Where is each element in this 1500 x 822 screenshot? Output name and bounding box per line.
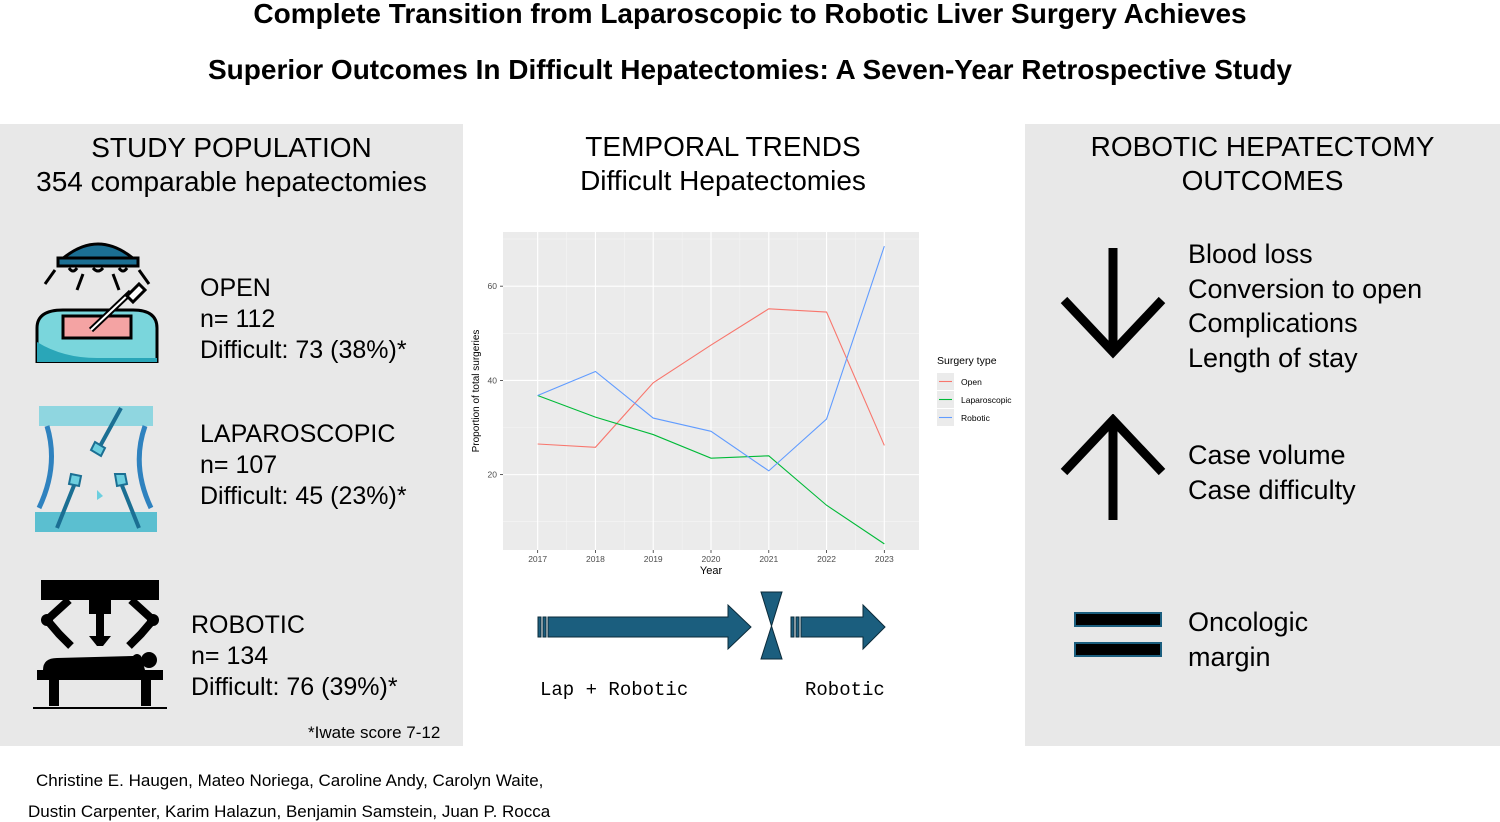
y-tick-label: 60 bbox=[488, 281, 498, 291]
title-line-1: Complete Transition from Laparoscopic to… bbox=[253, 0, 1247, 29]
legend-label-laparoscopic: Laparoscopic bbox=[961, 395, 1012, 405]
outcome-oncologic: Oncologic bbox=[1188, 607, 1309, 637]
phase-robotic-label: Robotic bbox=[805, 679, 885, 701]
increased-outcomes: Case volume Case difficulty bbox=[1188, 438, 1356, 507]
laparoscopic-difficult: Difficult: 45 (23%)* bbox=[200, 482, 407, 510]
open-count: n= 112 bbox=[200, 305, 276, 333]
study-population-heading: STUDY POPULATION bbox=[91, 132, 372, 163]
series-line-open bbox=[537, 308, 885, 448]
x-tick-label: 2017 bbox=[528, 554, 547, 564]
chart-legend: Surgery type Open Laparoscopic Robotic bbox=[937, 355, 1012, 426]
robotic-label: ROBOTIC bbox=[191, 611, 305, 639]
outcome-complications: Complications bbox=[1188, 308, 1358, 338]
x-axis-title: Year bbox=[700, 565, 723, 577]
open-surgery-icon bbox=[35, 242, 159, 363]
up-arrow-icon bbox=[1060, 414, 1166, 520]
laparoscopic-label: LAPAROSCOPIC bbox=[200, 420, 396, 448]
series-line-robotic bbox=[537, 245, 885, 472]
outcome-conversion: Conversion to open bbox=[1188, 273, 1423, 304]
chart-series-lines bbox=[537, 245, 885, 545]
legend-title: Surgery type bbox=[937, 355, 997, 367]
iwate-footnote: *Iwate score 7-12 bbox=[308, 723, 441, 742]
equal-outcomes: Oncologic margin bbox=[1188, 605, 1308, 674]
chart-axes: 20 40 60 2017 2018 2019 2020 2021 2022 2023 bbox=[488, 281, 895, 564]
chart-gridlines bbox=[503, 232, 919, 550]
laparoscopic-surgery-icon bbox=[35, 406, 157, 532]
outcome-blood-loss: Blood loss bbox=[1188, 239, 1313, 269]
title-line-2: Superior Outcomes In Difficult Hepatecto… bbox=[208, 54, 1292, 85]
authors-line-2: Dustin Carpenter, Karim Halazun, Benjami… bbox=[28, 802, 551, 821]
equals-icon bbox=[1074, 612, 1162, 657]
y-axis-title: Proportion of total surgeries bbox=[471, 330, 482, 453]
authors-line-1: Christine E. Haugen, Mateo Noriega, Caro… bbox=[36, 771, 544, 790]
laparoscopic-count: n= 107 bbox=[200, 451, 278, 479]
temporal-trends-subheading: Difficult Hepatectomies bbox=[580, 165, 866, 196]
y-tick-label: 20 bbox=[488, 470, 498, 480]
legend-label-open: Open bbox=[961, 377, 982, 387]
phase-timeline-arrows bbox=[537, 591, 886, 660]
open-label: OPEN bbox=[200, 274, 271, 302]
x-tick-label: 2019 bbox=[644, 554, 663, 564]
robotic-count: n= 134 bbox=[191, 642, 269, 670]
temporal-trends-heading: TEMPORAL TRENDS bbox=[585, 131, 861, 162]
x-tick-label: 2018 bbox=[586, 554, 605, 564]
outcome-length-of-stay: Length of stay bbox=[1188, 342, 1358, 373]
x-tick-label: 2021 bbox=[759, 554, 778, 564]
outcome-margin: margin bbox=[1188, 641, 1271, 672]
outcomes-heading: ROBOTIC HEPATECTOMY bbox=[1090, 131, 1435, 162]
x-tick-label: 2020 bbox=[702, 554, 721, 564]
robotic-surgery-icon bbox=[33, 580, 167, 709]
decreased-outcomes: Blood loss Conversion to open Complicati… bbox=[1188, 237, 1422, 375]
series-line-laparoscopic bbox=[537, 394, 885, 545]
study-population-panel: STUDY POPULATION 354 comparable hepatect… bbox=[0, 124, 463, 746]
study-population-subheading: 354 comparable hepatectomies bbox=[36, 166, 427, 197]
outcomes-panel: ROBOTIC HEPATECTOMY OUTCOMES Blood loss … bbox=[1025, 124, 1500, 746]
outcome-case-difficulty: Case difficulty bbox=[1188, 474, 1356, 505]
phase-lap-robotic-label: Lap + Robotic bbox=[540, 679, 689, 701]
y-tick-label: 40 bbox=[488, 375, 498, 385]
outcomes-subheading: OUTCOMES bbox=[1181, 165, 1344, 196]
x-tick-label: 2023 bbox=[875, 554, 894, 564]
down-arrow-icon bbox=[1060, 248, 1166, 359]
open-difficult: Difficult: 73 (38%)* bbox=[200, 336, 407, 364]
x-tick-label: 2022 bbox=[817, 554, 836, 564]
outcome-case-volume: Case volume bbox=[1188, 440, 1346, 470]
legend-label-robotic: Robotic bbox=[961, 413, 991, 423]
robotic-difficult: Difficult: 76 (39%)* bbox=[191, 673, 398, 701]
